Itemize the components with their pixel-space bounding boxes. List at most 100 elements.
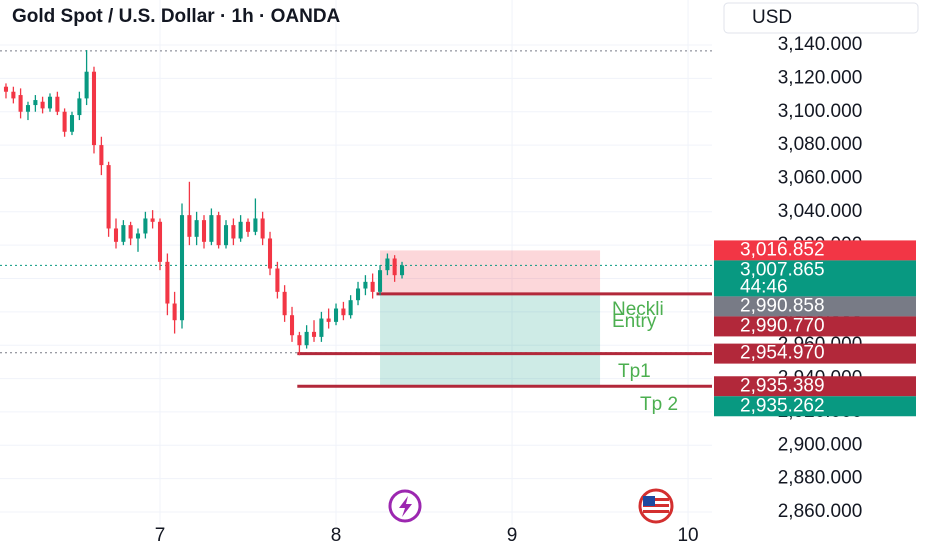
price-label: 2,954.970 <box>740 343 825 364</box>
y-tick-label: 3,140.000 <box>778 34 863 55</box>
candle-body <box>289 315 295 336</box>
price-label-box <box>714 260 916 297</box>
candle-body <box>77 98 82 116</box>
candle-body <box>333 308 339 322</box>
candle-body <box>319 318 324 337</box>
price-label: 3,007.865 <box>740 259 825 280</box>
grid <box>0 0 712 525</box>
y-tick-label: 3,040.000 <box>778 201 863 222</box>
candle-body <box>260 218 265 239</box>
candle-body <box>25 105 31 112</box>
flag-icon[interactable] <box>638 488 674 524</box>
currency[interactable]: USD <box>752 7 792 28</box>
candle-body <box>399 265 405 276</box>
candle-body <box>194 220 199 237</box>
candle-body <box>55 96 60 112</box>
candle-body <box>143 218 148 234</box>
candle-body <box>363 281 368 289</box>
plot-area <box>0 50 712 388</box>
currency-button[interactable] <box>723 2 919 34</box>
candle-body <box>99 145 104 166</box>
price-label: 2,990.770 <box>740 315 825 336</box>
x-tick-label: 9 <box>507 525 518 546</box>
lightning-icon[interactable] <box>388 489 422 523</box>
candle-body <box>326 318 331 322</box>
price-label-box <box>714 316 916 337</box>
candle-body <box>370 281 375 292</box>
candle-body <box>341 308 346 316</box>
candle-body <box>113 228 119 242</box>
price-label-box <box>714 376 916 397</box>
candle-body <box>179 215 185 321</box>
candle-body <box>172 303 177 321</box>
target-zone <box>380 293 601 387</box>
y-tick-label: 2,900.000 <box>778 434 863 455</box>
candle-body <box>40 101 45 109</box>
candle-body <box>355 288 361 301</box>
candle-body <box>69 115 75 132</box>
countdown-label: 44:46 <box>740 276 788 297</box>
candle-body <box>385 258 390 271</box>
candle-body <box>47 96 53 109</box>
candle-body <box>216 215 221 246</box>
candle-body <box>304 331 309 346</box>
annotation: Tp 2 <box>640 394 678 415</box>
candle-body <box>3 86 9 92</box>
price-label-box <box>714 296 916 317</box>
candle-body <box>245 221 251 232</box>
candle-body <box>201 220 207 242</box>
candle-body <box>275 268 280 292</box>
price-label-box <box>714 240 916 261</box>
annotations: Neckli Entry Tp1 Tp 2 <box>612 299 678 415</box>
y-tick-label: 3,080.000 <box>778 134 863 155</box>
x-tick-label: 7 <box>155 525 166 546</box>
candle-body <box>223 225 229 246</box>
price-label-box <box>714 396 916 417</box>
y-tick-label: 2,860.000 <box>778 501 863 522</box>
candle-body <box>128 225 133 239</box>
price-levels: 3,016.8523,007.86544:462,990.8582,990.77… <box>714 239 916 416</box>
price-label: 2,990.858 <box>740 295 825 316</box>
candle-body <box>18 95 23 112</box>
candle-body <box>311 331 317 337</box>
y-tick-label: 3,100.000 <box>778 101 863 122</box>
y-tick-label: 2,880.000 <box>778 468 863 489</box>
chart-title: Gold Spot / U.S. Dollar · 1h · OANDA <box>12 6 341 27</box>
candle-body <box>253 218 258 232</box>
candle-body <box>106 165 111 229</box>
x-tick-label: 10 <box>677 525 698 546</box>
candle-body <box>84 71 89 99</box>
price-label: 2,935.389 <box>740 375 825 396</box>
candle-body <box>267 238 273 269</box>
annotation: Tp1 <box>618 361 651 382</box>
annotation: Neckli <box>612 299 664 320</box>
y-tick-label: 3,120.000 <box>778 67 863 88</box>
price-label: 3,016.852 <box>740 239 825 260</box>
candle-body <box>135 233 141 239</box>
annotation: Entry <box>612 311 657 332</box>
candle-body <box>377 270 383 292</box>
candle-body <box>121 225 126 242</box>
candle-body <box>348 300 353 316</box>
y-tick-label: 3,060.000 <box>778 167 863 188</box>
candle-body <box>91 71 97 146</box>
candle-body <box>62 111 67 132</box>
candle-body <box>209 215 214 242</box>
candle-body <box>238 221 243 239</box>
candle-body <box>150 218 155 222</box>
candle-body <box>392 258 397 276</box>
candle-body <box>33 100 38 106</box>
candle-body <box>11 91 16 99</box>
x-tick-label: 8 <box>331 525 342 546</box>
candle-body <box>231 225 236 239</box>
candle-body <box>282 291 287 316</box>
price-label-box <box>714 343 916 364</box>
candle-body <box>165 261 170 304</box>
candle-body <box>157 221 163 262</box>
candle-body <box>187 215 192 237</box>
candle-body <box>297 335 302 346</box>
stop-zone <box>380 250 601 294</box>
price-label: 2,935.262 <box>740 395 825 416</box>
